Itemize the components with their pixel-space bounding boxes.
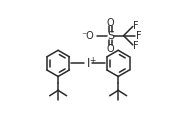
Text: +: + xyxy=(89,56,96,65)
Text: O: O xyxy=(107,44,114,54)
Text: F: F xyxy=(133,21,139,31)
Text: F: F xyxy=(133,41,139,51)
Text: O: O xyxy=(107,18,114,28)
Text: F: F xyxy=(136,31,142,41)
Text: S: S xyxy=(107,31,114,41)
Text: ⁻O: ⁻O xyxy=(82,31,94,41)
Text: I: I xyxy=(87,57,90,70)
